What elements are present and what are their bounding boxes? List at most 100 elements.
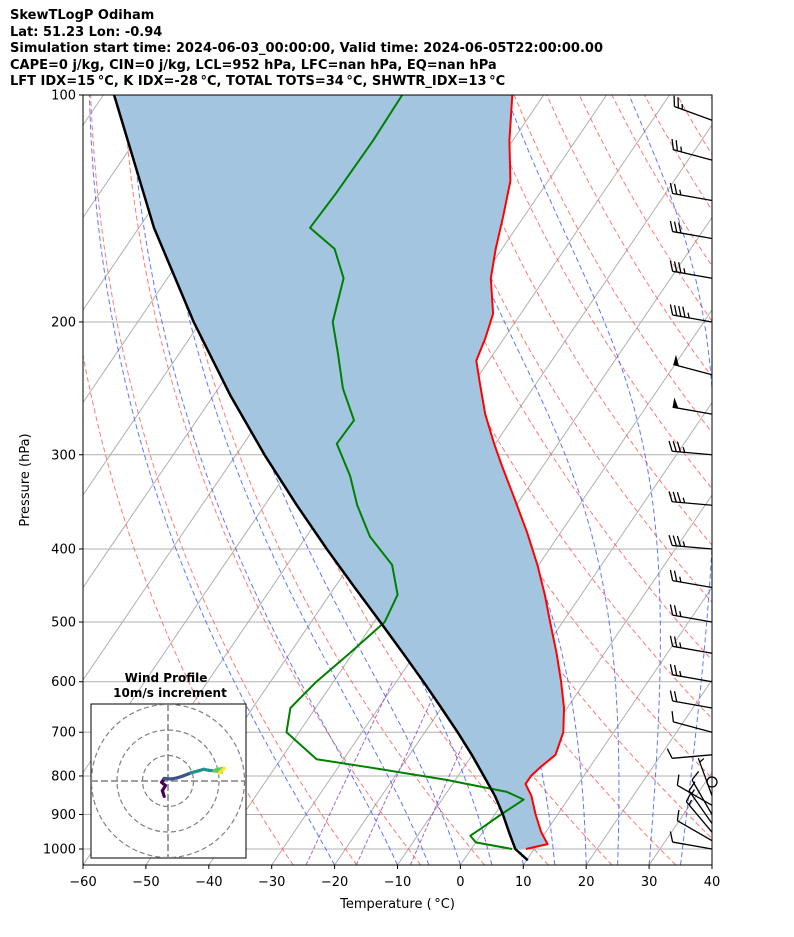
moist-adiabat-line: [152, 95, 430, 865]
isotherm-line: [522, 586, 712, 865]
wind-barb-full: [673, 183, 678, 195]
wind-barb: [673, 354, 713, 376]
wind-barb-shaft: [672, 270, 713, 279]
temperature-profile-line: [475, 95, 565, 850]
title-location: Lat: 51.23 Lon: -0.94: [10, 24, 163, 40]
wind-barb-shaft: [672, 230, 713, 240]
y-tick-label: 500: [51, 616, 76, 631]
wind-barb: [669, 635, 713, 654]
y-tick-label: 1000: [43, 843, 76, 858]
cin-shading: [114, 95, 564, 849]
wind-barb-full: [668, 440, 673, 452]
wind-barb-half: [682, 541, 686, 547]
wind-barb-full: [669, 664, 674, 675]
wind-barb-shaft: [672, 450, 713, 456]
isotherm-line: [334, 309, 712, 865]
wind-barb: [669, 220, 713, 240]
wind-barb-full: [676, 441, 682, 453]
dry-adiabat-line: [253, 95, 677, 865]
dry-adiabat-line: [83, 352, 294, 865]
wind-barb-full: [669, 604, 674, 616]
wind-barb-full: [669, 635, 674, 647]
wind-barb: [669, 604, 713, 623]
y-tick-label: 400: [51, 542, 76, 557]
dry-adiabat-line: [578, 95, 712, 323]
wind-barb-full: [676, 774, 680, 786]
wind-barb-full: [673, 636, 678, 648]
isotherm-line: [711, 864, 712, 865]
wind-barb-shaft: [691, 779, 713, 815]
x-tick-label: −40: [195, 875, 222, 890]
wind-barb-half: [679, 611, 682, 617]
wind-barb-shaft: [672, 614, 713, 623]
wind-barb-full: [669, 690, 674, 702]
x-tick-label: −30: [258, 875, 285, 890]
dry-adiabat-line: [546, 95, 712, 378]
wind-barb-shaft: [697, 757, 713, 797]
wind-barb: [669, 569, 713, 589]
y-tick-label: 700: [51, 726, 76, 741]
moist-adiabat-line: [628, 95, 712, 865]
wind-barb-full: [668, 534, 673, 546]
wind-barb-full: [672, 535, 677, 547]
wind-barb: [669, 690, 713, 709]
wind-barb: [676, 809, 713, 842]
wind-barb-shaft: [672, 841, 713, 850]
x-tick-label: 30: [641, 875, 658, 890]
y-tick-label: 100: [51, 89, 76, 104]
hodograph-title: Wind Profile: [125, 671, 208, 685]
wind-barb-shaft: [677, 820, 713, 842]
wind-barb-full: [691, 771, 700, 781]
moist-adiabat-line: [88, 95, 336, 865]
wind-barb-half: [688, 799, 693, 806]
wind-barb-full: [678, 305, 682, 317]
dry-adiabat-line: [676, 95, 712, 156]
isotherm-line: [271, 216, 712, 865]
wind-barb-shaft: [672, 645, 713, 654]
wind-barb-half: [682, 497, 686, 504]
wind-barb-half: [687, 312, 690, 319]
wind-barb: [669, 260, 713, 279]
wind-barb-half: [683, 268, 686, 274]
wind-barb-full: [673, 261, 678, 273]
x-tick-label: 20: [578, 875, 595, 890]
hodograph-subtitle: 10m/s increment: [113, 686, 227, 700]
title-times: Simulation start time: 2024-06-03_00:00:…: [10, 41, 603, 56]
wind-barb-shaft: [673, 721, 713, 733]
moist-adiabat-line: [129, 95, 398, 865]
dry-adiabat-line: [155, 95, 485, 865]
wind-barb-half: [679, 576, 682, 583]
wind-barb-full: [676, 491, 682, 503]
wind-barb-shaft: [672, 544, 713, 550]
dry-adiabat-line: [644, 95, 712, 212]
dry-adiabat-line: [90, 95, 358, 865]
wind-barb: [691, 771, 713, 815]
hodograph-ring: [116, 729, 220, 833]
wind-barb-full: [671, 711, 675, 722]
y-tick-label: 300: [51, 448, 76, 463]
wind-barb: [668, 491, 713, 506]
wind-barb-shaft: [688, 790, 713, 824]
wind-barb-shaft: [677, 784, 713, 806]
wind-barb-full: [666, 748, 673, 759]
wind-barb-full: [669, 182, 674, 194]
wind-barb-full: [669, 220, 674, 232]
x-tick-label: −60: [69, 875, 96, 890]
dry-adiabat-line: [709, 95, 712, 100]
x-tick-label: 0: [456, 875, 464, 890]
wind-barb-half: [680, 146, 683, 153]
wind-barb-shaft: [672, 579, 713, 589]
wind-barb-full: [672, 441, 677, 452]
chart-title-block: SkewTLogP Odiham Lat: 51.23 Lon: -0.94 S…: [10, 8, 603, 91]
parcel-profile-line: [112, 95, 529, 862]
dry-adiabat-line: [122, 95, 422, 865]
wind-barb-full: [678, 262, 682, 273]
wind-barb-full: [669, 260, 674, 272]
y-tick-label: 600: [51, 675, 76, 690]
wind-barb-full: [668, 491, 673, 502]
wind-barb-full: [669, 831, 674, 843]
wind-barb-shaft: [672, 754, 713, 759]
x-tick-label: 10: [515, 875, 532, 890]
wind-barb: [666, 748, 713, 759]
